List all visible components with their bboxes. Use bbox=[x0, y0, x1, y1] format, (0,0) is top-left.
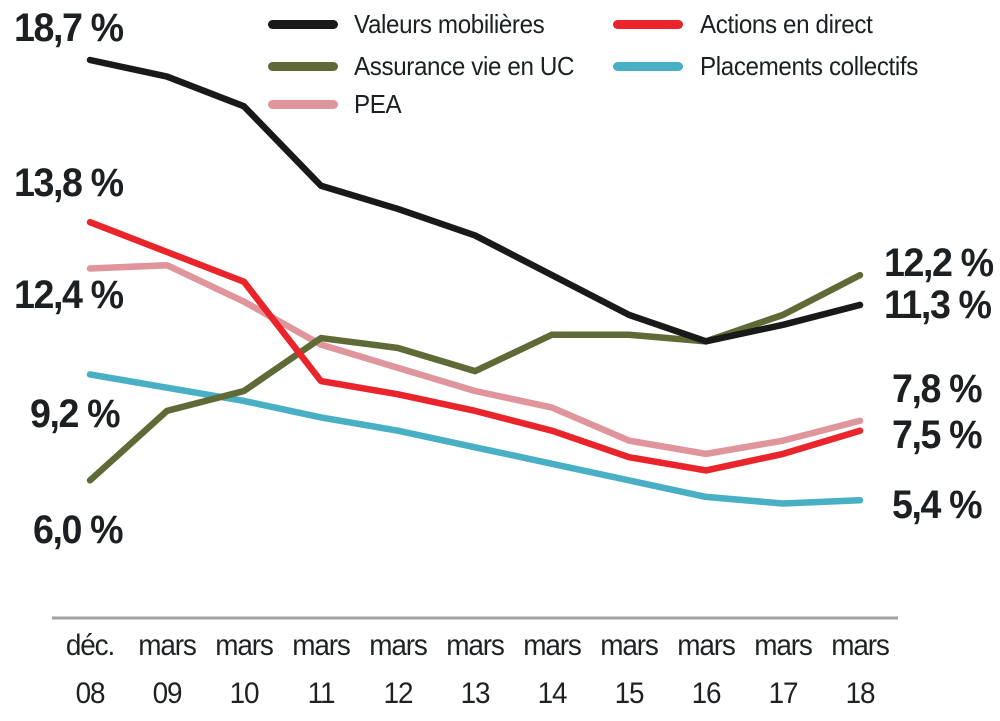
x-tick-month-4: mars bbox=[369, 629, 428, 662]
x-tick-month-6: mars bbox=[523, 629, 582, 662]
legend-line-swatch-assurance_vie_uc bbox=[268, 61, 338, 71]
right-value-label-2: 7,8 % bbox=[892, 367, 983, 411]
x-tick-year-5: 13 bbox=[460, 677, 491, 710]
x-tick-month-3: mars bbox=[292, 629, 351, 662]
left-value-label-4: 6,0 % bbox=[33, 508, 124, 552]
series-line-pea bbox=[86, 261, 864, 458]
right-value-label-1: 11,3 % bbox=[884, 283, 992, 327]
legend-label-actions_direct: Actions en direct bbox=[700, 9, 873, 39]
series-line-actions_direct bbox=[86, 218, 864, 474]
legend-label-placements_collectifs: Placements collectifs bbox=[700, 51, 918, 81]
x-tick-month-9: mars bbox=[754, 629, 813, 662]
x-tick-month-2: mars bbox=[215, 629, 274, 662]
x-tick-year-6: 14 bbox=[537, 677, 568, 710]
x-tick-year-2: 10 bbox=[229, 677, 260, 710]
legend-line-swatch-actions_direct bbox=[613, 19, 683, 29]
legend-line-swatch-valeurs_mobilieres bbox=[268, 19, 338, 29]
x-tick-year-4: 12 bbox=[383, 677, 414, 710]
legend-label-valeurs_mobilieres: Valeurs mobilières bbox=[354, 9, 545, 39]
right-value-label-3: 7,5 % bbox=[892, 413, 983, 457]
x-tick-year-3: 11 bbox=[307, 677, 336, 710]
legend-label-pea: PEA bbox=[354, 89, 402, 119]
x-tick-month-1: mars bbox=[138, 629, 197, 662]
x-tick-year-8: 16 bbox=[691, 677, 722, 710]
legend-label-assurance_vie_uc: Assurance vie en UC bbox=[354, 51, 575, 81]
left-value-label-1: 13,8 % bbox=[14, 161, 124, 205]
right-value-label-4: 5,4 % bbox=[892, 483, 983, 527]
left-value-label-0: 18,7 % bbox=[14, 6, 124, 50]
left-value-label-3: 9,2 % bbox=[30, 392, 121, 436]
right-value-label-0: 12,2 % bbox=[884, 241, 994, 285]
legend-line-swatch-pea bbox=[268, 99, 338, 109]
x-tick-year-10: 18 bbox=[845, 677, 876, 710]
x-tick-year-1: 09 bbox=[152, 677, 183, 710]
series-line-valeurs_mobilieres bbox=[86, 56, 864, 345]
x-tick-month-0: déc. bbox=[65, 629, 115, 662]
x-tick-month-5: mars bbox=[446, 629, 505, 662]
x-tick-year-7: 15 bbox=[614, 677, 645, 710]
x-tick-year-0: 08 bbox=[75, 677, 106, 710]
x-tick-month-10: mars bbox=[831, 629, 890, 662]
x-tick-month-8: mars bbox=[677, 629, 736, 662]
x-tick-month-7: mars bbox=[600, 629, 659, 662]
x-tick-year-9: 17 bbox=[768, 677, 799, 710]
legend-line-swatch-placements_collectifs bbox=[613, 61, 683, 71]
left-value-label-2: 12,4 % bbox=[14, 273, 124, 317]
